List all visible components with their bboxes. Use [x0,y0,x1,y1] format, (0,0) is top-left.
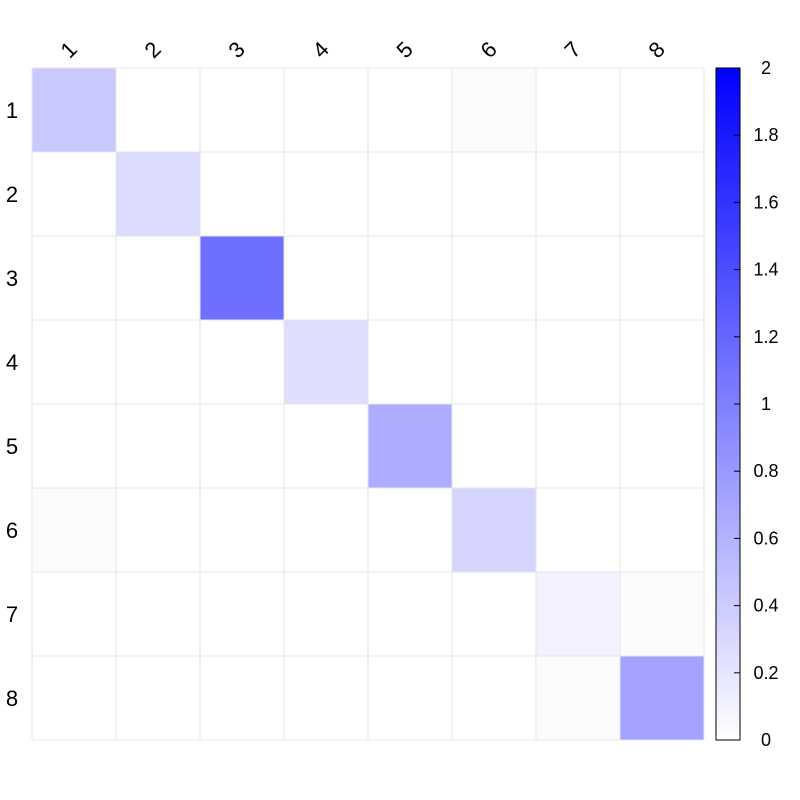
heatmap-cell [368,656,452,740]
heatmap-cell [452,488,536,572]
colorbar-tick-label: 1.8 [753,125,778,145]
heatmap-cell [620,320,704,404]
heatmap-cell [32,404,116,488]
column-tick-label: 2 [140,37,166,63]
heatmap-cell [368,236,452,320]
heatmap-cell [32,488,116,572]
heatmap-cell [32,236,116,320]
heatmap-cell [452,152,536,236]
heatmap-cell [536,68,620,152]
heatmap-cell [368,320,452,404]
heatmap-cells [32,68,704,740]
heatmap-cell [284,572,368,656]
heatmap-cell [620,572,704,656]
colorbar-tick-label: 1.2 [753,327,778,347]
colorbar-tick-label: 0.2 [753,663,778,683]
heatmap-cell [284,236,368,320]
heatmap-cell [452,320,536,404]
row-tick-label: 2 [6,182,18,207]
heatmap-cell [536,320,620,404]
column-tick-label: 6 [476,37,502,63]
heatmap-cell [620,656,704,740]
heatmap-cell [620,68,704,152]
heatmap-cell [536,152,620,236]
heatmap-cell [284,320,368,404]
row-tick-labels: 1 2 3 4 5 6 7 8 [6,98,18,711]
heatmap-cell [368,572,452,656]
colorbar-tick-label: 1.4 [753,260,778,280]
heatmap-cell [620,404,704,488]
column-tick-labels: 1 2 3 4 5 6 7 8 [56,37,670,63]
heatmap-cell [116,404,200,488]
heatmap-cell [620,152,704,236]
colorbar-tick-label: 2 [761,58,771,78]
heatmap-cell [200,68,284,152]
row-tick-label: 4 [6,350,18,375]
heatmap-cell [32,572,116,656]
heatmap-cell [284,68,368,152]
colorbar-tick-label: 1.6 [753,192,778,212]
heatmap-cell [284,656,368,740]
heatmap-cell [452,236,536,320]
heatmap-cell [32,152,116,236]
colorbar-tick-label: 0 [761,730,771,750]
heatmap-cell [284,404,368,488]
heatmap-cell [368,68,452,152]
heatmap-cell [368,488,452,572]
row-tick-label: 3 [6,266,18,291]
row-tick-label: 5 [6,434,18,459]
heatmap-cell [536,236,620,320]
heatmap-cell [536,572,620,656]
heatmap-cell [200,488,284,572]
heatmap-cell [368,152,452,236]
heatmap-cell [116,320,200,404]
heatmap-cell [536,488,620,572]
heatmap-cell [32,656,116,740]
heatmap-cell [116,572,200,656]
heatmap-cell [116,152,200,236]
heatmap-cell [116,236,200,320]
column-tick-label: 1 [56,37,82,63]
row-tick-label: 8 [6,686,18,711]
column-tick-label: 3 [224,37,250,63]
heatmap-cell [200,404,284,488]
heatmap-cell [32,68,116,152]
row-tick-label: 1 [6,98,18,123]
column-tick-label: 7 [560,37,586,63]
heatmap-cell [284,488,368,572]
heatmap-cell [32,320,116,404]
heatmap-cell [452,404,536,488]
heatmap-cell [536,404,620,488]
colorbar-tick-label: 0.4 [753,596,778,616]
colorbar-tick-label: 1 [761,394,771,414]
row-tick-label: 7 [6,602,18,627]
column-tick-label: 5 [392,37,418,63]
colorbar-tick-label: 0.8 [753,461,778,481]
heatmap-cell [284,152,368,236]
heatmap-cell [368,404,452,488]
heatmap-cell [116,656,200,740]
heatmap-grid [31,67,705,741]
heatmap-cell [620,488,704,572]
heatmap-cell [200,152,284,236]
heatmap-cell [452,572,536,656]
heatmap-cell [200,320,284,404]
colorbar: 0 0.2 0.4 0.6 0.8 1 1.2 1.4 1.6 1.8 2 [715,58,779,750]
column-tick-label: 8 [644,37,670,63]
heatmap-cell [116,68,200,152]
heatmap-cell [200,656,284,740]
heatmap-cell [452,656,536,740]
column-tick-label: 4 [308,37,334,63]
heatmap-cell [200,236,284,320]
heatmap-cell [200,572,284,656]
heatmap-cell [452,68,536,152]
heatmap-cell [116,488,200,572]
heatmap-cell [536,656,620,740]
heatmap-cell [620,236,704,320]
colorbar-tick-label: 0.6 [753,528,778,548]
row-tick-label: 6 [6,518,18,543]
